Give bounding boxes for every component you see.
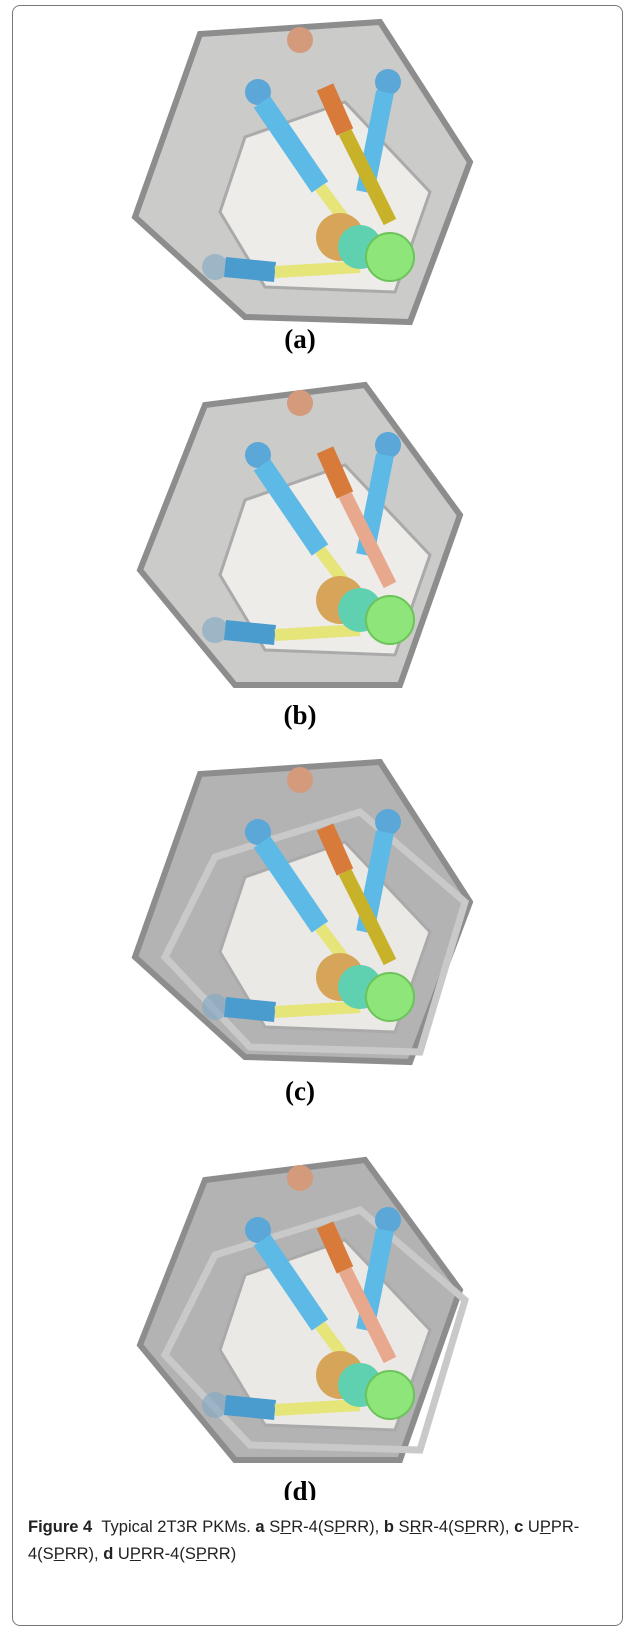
item-part: P [280, 1518, 292, 1536]
item-part: RR), [64, 1545, 99, 1563]
joint [287, 27, 313, 53]
link [253, 836, 329, 933]
panel-label: (d) [284, 1476, 317, 1500]
item-part: S [398, 1518, 410, 1536]
link [274, 261, 361, 278]
joint [245, 442, 271, 468]
link [253, 96, 329, 193]
item-part: RR), [475, 1518, 510, 1536]
mechanism-render: (b) [136, 381, 464, 730]
item-part: U [527, 1518, 540, 1536]
item-part: RR), [345, 1518, 380, 1536]
link [338, 1266, 397, 1364]
mechanism-render: (a) [131, 18, 474, 354]
joint [202, 254, 228, 280]
cube-face [160, 1206, 470, 1454]
joint [287, 767, 313, 793]
link [338, 128, 397, 226]
link [224, 997, 276, 1022]
item-part: P [195, 1545, 207, 1563]
figure-panels: (a) (b) (c) (d) [131, 18, 474, 1500]
item-letter: d [103, 1545, 114, 1563]
link [274, 1399, 361, 1416]
item-part: P [129, 1545, 141, 1563]
end-effector [365, 972, 415, 1022]
panel-label: (a) [284, 324, 315, 354]
item-part: U [117, 1545, 130, 1563]
item-part: S [269, 1518, 281, 1536]
link [316, 83, 354, 136]
link [253, 459, 329, 556]
link [224, 620, 276, 645]
joint [375, 1207, 401, 1233]
link [224, 1395, 276, 1420]
caption-label: Figure 4 [28, 1518, 93, 1536]
joint [245, 819, 271, 845]
joint [375, 69, 401, 95]
link [338, 491, 397, 589]
link [316, 823, 354, 876]
item-part: P [539, 1518, 551, 1536]
item-part: R-4(S [291, 1518, 335, 1536]
mechanism-render: (c) [131, 758, 474, 1106]
joint [287, 1165, 313, 1191]
end-effector [365, 1370, 415, 1420]
link [274, 1001, 361, 1018]
item-part: P [334, 1518, 346, 1536]
link [224, 257, 276, 282]
figure-caption: Figure 4 Typical 2T3R PKMs. a SPR-4(SPRR… [28, 1514, 613, 1568]
item-letter: c [514, 1518, 524, 1536]
link [338, 868, 397, 966]
panel-label: (c) [285, 1076, 315, 1106]
joint [245, 79, 271, 105]
joint [375, 432, 401, 458]
panel-label: (b) [284, 700, 317, 730]
end-effector [365, 232, 415, 282]
item-part: P [464, 1518, 476, 1536]
link [253, 1234, 329, 1331]
item-part: R-4(S [421, 1518, 465, 1536]
link [316, 446, 354, 499]
mechanism-render: (d) [136, 1156, 470, 1500]
joint [202, 994, 228, 1020]
figure-frame [12, 5, 623, 1626]
link [274, 624, 361, 641]
caption-text: Typical 2T3R PKMs. [101, 1518, 251, 1536]
item-part: RR) [206, 1545, 237, 1563]
item-part: P [53, 1545, 65, 1563]
item-letter: b [383, 1518, 394, 1536]
link [316, 1221, 354, 1274]
cube-face [160, 808, 470, 1056]
end-effector [365, 595, 415, 645]
item-letter: a [255, 1518, 265, 1536]
joint [202, 617, 228, 643]
joint [287, 390, 313, 416]
joint [375, 809, 401, 835]
item-part: R [409, 1518, 422, 1536]
joint [245, 1217, 271, 1243]
item-part: PR-4(S [28, 1518, 580, 1563]
item-part: RR-4(S [140, 1545, 196, 1563]
joint [202, 1392, 228, 1418]
